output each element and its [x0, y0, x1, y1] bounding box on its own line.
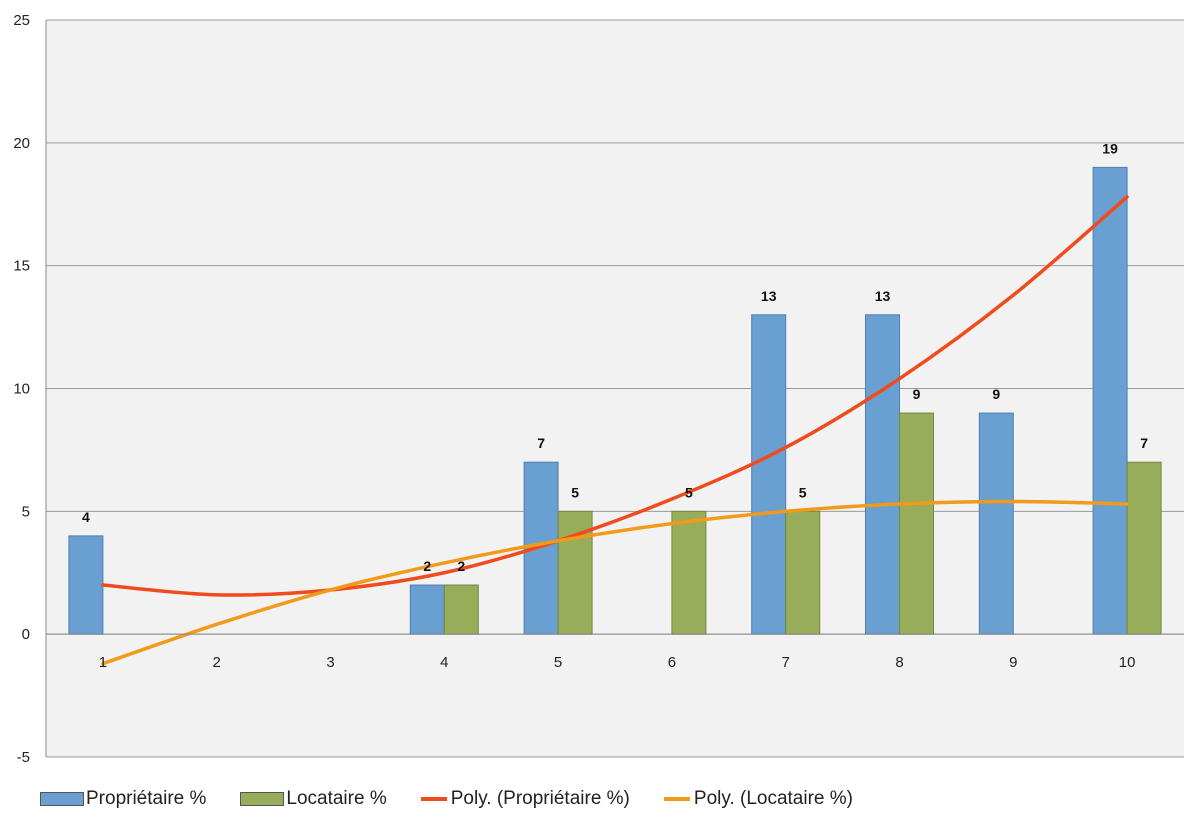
x-tick-label: 4: [440, 654, 448, 671]
x-axis: 1 2 3 4 5 6 7 8 9 10: [46, 633, 1184, 671]
data-label: 4: [82, 509, 90, 525]
data-label: 9: [913, 386, 921, 402]
bar-proprietaire: [751, 314, 787, 635]
y-tick-label: 5: [22, 503, 30, 520]
legend-swatch: [240, 792, 285, 806]
legend-label: Locataire %: [286, 788, 387, 809]
data-label: 19: [1102, 140, 1118, 156]
y-axis: -5 0 5 10 15 20 25: [13, 12, 47, 766]
data-label: 13: [761, 288, 777, 304]
x-tick-label: 6: [668, 654, 676, 671]
trendline-proprietaire: [101, 195, 1129, 597]
x-tick-label: 9: [1009, 654, 1017, 671]
x-tick-label: 3: [326, 654, 334, 671]
legend-swatch: [420, 797, 447, 801]
data-label: 7: [537, 435, 545, 451]
bar-proprietaire: [409, 584, 445, 635]
data-label: 5: [571, 484, 579, 500]
data-label: 2: [423, 558, 431, 574]
legend-label: Propriétaire %: [86, 788, 207, 809]
data-label: 9: [992, 386, 1000, 402]
legend-item-poly-proprietaire: Poly. (Propriétaire %): [420, 788, 630, 810]
data-label: 7: [1140, 435, 1148, 451]
y-tick-label: 10: [13, 381, 30, 398]
bar-locataire: [785, 510, 821, 635]
x-tick-label: 5: [554, 654, 562, 671]
trendline-locataire: [101, 499, 1129, 666]
x-tick-label: 2: [213, 654, 221, 671]
data-label: 5: [685, 484, 693, 500]
y-tick-label: -5: [17, 749, 30, 766]
y-tick-label: 25: [13, 12, 30, 29]
legend-item-locataire: Locataire %: [240, 788, 387, 810]
legend-item-poly-locataire: Poly. (Locataire %): [663, 788, 853, 810]
trendlines: [101, 195, 1129, 666]
data-label: 2: [457, 558, 465, 574]
y-tick-label: 15: [13, 258, 30, 275]
legend-swatch: [40, 792, 84, 806]
gridlines: [46, 19, 1184, 758]
x-tick-label: 8: [895, 654, 903, 671]
data-label: 13: [875, 288, 891, 304]
x-tick-label: 1: [99, 654, 107, 671]
bar-locataire: [899, 412, 934, 635]
bar-locataire: [443, 584, 479, 635]
bar-locataire: [671, 510, 707, 635]
y-tick-label: 20: [13, 135, 30, 152]
legend-label: Poly. (Locataire %): [693, 788, 853, 809]
bar-proprietaire: [1092, 166, 1128, 635]
bar-proprietaire: [68, 535, 104, 635]
x-tick-label: 7: [782, 654, 790, 671]
data-label: 5: [799, 484, 807, 500]
legend: Propriétaire % Locataire % Poly. (Propri…: [40, 788, 887, 810]
bar-proprietaire: [978, 412, 1014, 635]
data-labels: 4 2 7 13 13 9 19 2 5 5 5 9 7: [82, 140, 1148, 574]
y-tick-label: 0: [22, 626, 30, 643]
legend-label: Poly. (Propriétaire %): [450, 788, 630, 809]
legend-swatch: [663, 797, 690, 801]
bar-locataire: [1126, 461, 1162, 635]
x-tick-label: 10: [1119, 654, 1136, 671]
bar-proprietaire: [865, 314, 900, 635]
legend-item-proprietaire: Propriétaire %: [40, 788, 206, 810]
